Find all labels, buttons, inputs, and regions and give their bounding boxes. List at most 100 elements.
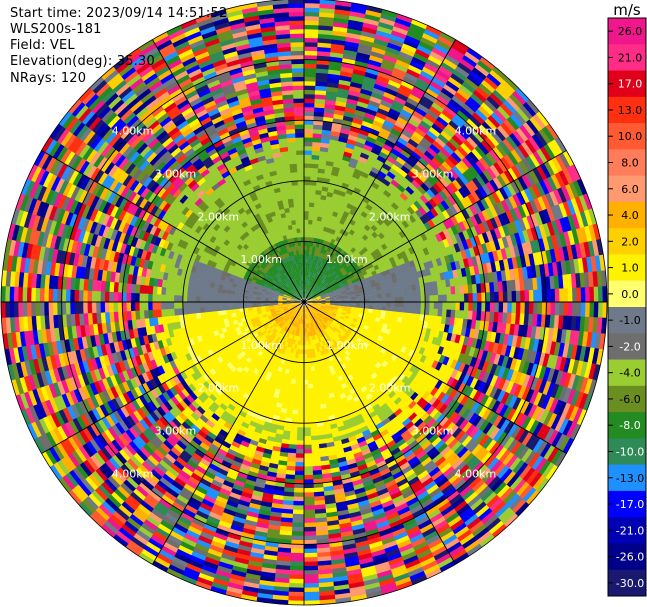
velocity-gate	[414, 319, 420, 327]
velocity-gate	[334, 256, 340, 262]
velocity-gate	[509, 93, 524, 109]
velocity-gate	[449, 388, 458, 400]
velocity-gate	[333, 306, 339, 310]
velocity-gate	[429, 295, 435, 303]
velocity-gate	[304, 184, 311, 190]
velocity-gate	[291, 526, 304, 532]
velocity-gate	[398, 286, 404, 293]
velocity-gate	[428, 288, 434, 296]
velocity-gate	[386, 155, 397, 165]
velocity-gate	[377, 302, 383, 307]
velocity-gate	[472, 162, 484, 176]
velocity-gate	[299, 379, 304, 385]
velocity-gate	[471, 310, 478, 321]
velocity-gate	[360, 278, 367, 284]
velocity-gate	[539, 425, 552, 442]
velocity-gate	[525, 434, 537, 449]
velocity-gate	[332, 278, 337, 284]
velocity-gate	[513, 206, 523, 221]
velocity-gate	[504, 393, 514, 407]
velocity-gate	[558, 202, 568, 219]
velocity-gate	[492, 429, 504, 443]
velocity-gate	[400, 250, 408, 259]
velocity-gate	[307, 370, 312, 376]
velocity-gate	[575, 375, 585, 393]
velocity-gate	[464, 154, 477, 167]
velocity-gate	[304, 67, 317, 73]
velocity-gate	[311, 150, 321, 156]
velocity-gate	[310, 237, 315, 243]
velocity-gate	[419, 215, 428, 225]
velocity-gate	[454, 403, 464, 415]
velocity-gate	[464, 77, 480, 91]
velocity-gate	[328, 291, 334, 294]
velocity-gate	[367, 312, 373, 317]
velocity-gate	[334, 324, 340, 330]
velocity-gate	[578, 194, 589, 212]
velocity-gate	[329, 52, 344, 59]
velocity-gate	[512, 459, 525, 475]
velocity-gate	[331, 287, 337, 292]
velocity-gate	[411, 351, 419, 360]
velocity-gate	[351, 121, 363, 130]
velocity-gate	[306, 294, 310, 299]
velocity-gate	[319, 146, 329, 153]
velocity-gate	[307, 303, 313, 306]
velocity-gate	[316, 181, 324, 187]
velocity-gate	[312, 259, 316, 265]
velocity-gate	[365, 9, 383, 18]
velocity-gate	[325, 277, 330, 282]
velocity-gate	[385, 197, 395, 206]
velocity-gate	[320, 304, 326, 307]
velocity-gate	[295, 379, 300, 385]
velocity-gate	[462, 452, 475, 465]
velocity-gate	[376, 75, 390, 84]
velocity-gate	[489, 179, 500, 193]
velocity-gate	[330, 215, 337, 222]
velocity-gate	[509, 370, 519, 384]
velocity-gate	[359, 310, 365, 315]
velocity-gate	[566, 166, 578, 183]
velocity-gate	[453, 443, 466, 456]
velocity-gate	[490, 130, 504, 145]
velocity-gate	[493, 239, 501, 251]
velocity-gate	[346, 294, 352, 298]
velocity-gate	[320, 285, 326, 290]
velocity-gate	[319, 271, 324, 277]
velocity-gate	[570, 390, 581, 407]
velocity-gate	[547, 141, 560, 158]
velocity-gate	[314, 284, 319, 290]
velocity-gate	[398, 152, 409, 163]
velocity-gate	[321, 313, 326, 318]
velocity-gate	[499, 141, 512, 155]
velocity-gate	[535, 440, 548, 456]
velocity-gate	[522, 467, 536, 483]
velocity-gate	[304, 223, 309, 229]
velocity-gate	[415, 377, 424, 387]
velocity-gate	[306, 353, 310, 359]
velocity-gate	[294, 383, 300, 389]
velocity-gate	[530, 227, 539, 241]
velocity-gate	[303, 583, 319, 589]
velocity-gate	[371, 270, 378, 276]
velocity-gate	[471, 191, 481, 203]
velocity-gate	[358, 204, 366, 212]
velocity-gate	[503, 76, 519, 92]
velocity-gate	[541, 250, 549, 265]
velocity-gate	[372, 162, 383, 171]
velocity-gate	[467, 440, 480, 454]
velocity-gate	[465, 206, 475, 218]
velocity-gate	[317, 234, 323, 240]
velocity-gate	[465, 182, 476, 194]
velocity-gate	[403, 307, 408, 314]
velocity-gate	[311, 370, 316, 376]
velocity-gate	[470, 401, 481, 414]
velocity-gate	[462, 219, 471, 231]
velocity-gate	[308, 300, 313, 302]
velocity-gate	[304, 37, 319, 43]
velocity-gate	[419, 400, 429, 410]
velocity-gate	[311, 296, 317, 299]
velocity-gate	[309, 413, 317, 419]
velocity-gate	[384, 50, 400, 60]
velocity-gate	[543, 161, 556, 177]
